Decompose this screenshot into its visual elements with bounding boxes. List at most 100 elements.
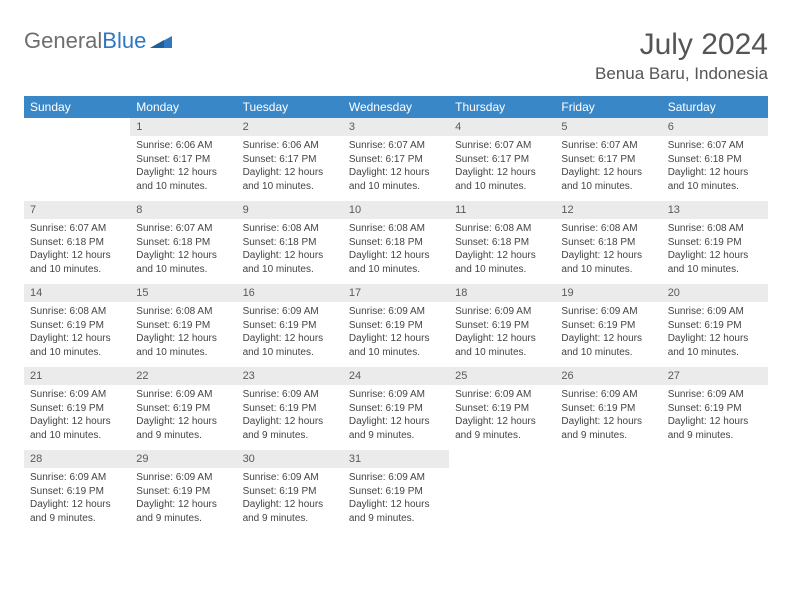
day-cell-detail — [24, 136, 130, 201]
day-cell-detail — [662, 468, 768, 533]
day-number: 10 — [343, 201, 449, 219]
day-number — [555, 450, 661, 456]
day-number: 4 — [449, 118, 555, 136]
day-cell-detail: Sunrise: 6:08 AMSunset: 6:18 PMDaylight:… — [237, 219, 343, 284]
day-number: 19 — [555, 284, 661, 302]
day-detail: Sunrise: 6:09 AMSunset: 6:19 PMDaylight:… — [343, 302, 449, 367]
daylight-text: Daylight: 12 hours and 10 minutes. — [668, 249, 762, 276]
day-number: 5 — [555, 118, 661, 136]
sunrise-text: Sunrise: 6:09 AM — [136, 388, 230, 402]
sunset-text: Sunset: 6:18 PM — [455, 236, 549, 250]
day-cell-detail: Sunrise: 6:09 AMSunset: 6:19 PMDaylight:… — [130, 468, 236, 533]
calendar-table: Sunday Monday Tuesday Wednesday Thursday… — [24, 96, 768, 533]
sunset-text: Sunset: 6:18 PM — [243, 236, 337, 250]
day-cell-detail: Sunrise: 6:06 AMSunset: 6:17 PMDaylight:… — [237, 136, 343, 201]
sunset-text: Sunset: 6:19 PM — [243, 319, 337, 333]
logo-word-blue: Blue — [102, 28, 146, 53]
day-cell-number — [449, 450, 555, 468]
day-cell-number: 30 — [237, 450, 343, 468]
daylight-text: Daylight: 12 hours and 10 minutes. — [349, 332, 443, 359]
day-cell-detail: Sunrise: 6:09 AMSunset: 6:19 PMDaylight:… — [237, 468, 343, 533]
daylight-text: Daylight: 12 hours and 10 minutes. — [561, 166, 655, 193]
day-cell-detail: Sunrise: 6:09 AMSunset: 6:19 PMDaylight:… — [343, 468, 449, 533]
sunset-text: Sunset: 6:19 PM — [668, 236, 762, 250]
day-cell-detail: Sunrise: 6:09 AMSunset: 6:19 PMDaylight:… — [130, 385, 236, 450]
day-cell-detail: Sunrise: 6:09 AMSunset: 6:19 PMDaylight:… — [555, 302, 661, 367]
day-cell-number: 9 — [237, 201, 343, 219]
day-detail: Sunrise: 6:07 AMSunset: 6:17 PMDaylight:… — [449, 136, 555, 201]
sunset-text: Sunset: 6:19 PM — [349, 485, 443, 499]
sunrise-text: Sunrise: 6:08 AM — [30, 305, 124, 319]
logo-text: GeneralBlue — [24, 28, 146, 54]
day-cell-number: 23 — [237, 367, 343, 385]
daylight-text: Daylight: 12 hours and 10 minutes. — [561, 332, 655, 359]
day-number: 26 — [555, 367, 661, 385]
daylight-text: Daylight: 12 hours and 10 minutes. — [136, 249, 230, 276]
daylight-text: Daylight: 12 hours and 9 minutes. — [136, 415, 230, 442]
day-number: 31 — [343, 450, 449, 468]
sunset-text: Sunset: 6:19 PM — [561, 402, 655, 416]
day-detail: Sunrise: 6:08 AMSunset: 6:18 PMDaylight:… — [449, 219, 555, 284]
day-number: 9 — [237, 201, 343, 219]
daylight-text: Daylight: 12 hours and 10 minutes. — [349, 249, 443, 276]
sunset-text: Sunset: 6:19 PM — [455, 402, 549, 416]
day-number: 22 — [130, 367, 236, 385]
day-detail: Sunrise: 6:07 AMSunset: 6:17 PMDaylight:… — [555, 136, 661, 201]
day-detail: Sunrise: 6:09 AMSunset: 6:19 PMDaylight:… — [237, 468, 343, 533]
sunrise-text: Sunrise: 6:06 AM — [136, 139, 230, 153]
sunrise-text: Sunrise: 6:09 AM — [349, 305, 443, 319]
day-cell-number: 27 — [662, 367, 768, 385]
day-cell-number: 22 — [130, 367, 236, 385]
day-detail: Sunrise: 6:06 AMSunset: 6:17 PMDaylight:… — [237, 136, 343, 201]
sunrise-text: Sunrise: 6:09 AM — [349, 471, 443, 485]
sunrise-text: Sunrise: 6:06 AM — [243, 139, 337, 153]
logo: GeneralBlue — [24, 28, 172, 54]
day-cell-detail: Sunrise: 6:09 AMSunset: 6:19 PMDaylight:… — [449, 385, 555, 450]
day-number — [449, 450, 555, 456]
sunset-text: Sunset: 6:19 PM — [561, 319, 655, 333]
day-detail: Sunrise: 6:09 AMSunset: 6:19 PMDaylight:… — [343, 385, 449, 450]
day-detail: Sunrise: 6:09 AMSunset: 6:19 PMDaylight:… — [555, 385, 661, 450]
day-cell-detail: Sunrise: 6:08 AMSunset: 6:19 PMDaylight:… — [130, 302, 236, 367]
sunrise-text: Sunrise: 6:09 AM — [668, 388, 762, 402]
day-number — [24, 118, 130, 124]
day-number: 7 — [24, 201, 130, 219]
day-detail: Sunrise: 6:08 AMSunset: 6:18 PMDaylight:… — [343, 219, 449, 284]
week-detail-row: Sunrise: 6:08 AMSunset: 6:19 PMDaylight:… — [24, 302, 768, 367]
sunrise-text: Sunrise: 6:09 AM — [349, 388, 443, 402]
sunrise-text: Sunrise: 6:07 AM — [668, 139, 762, 153]
day-number: 25 — [449, 367, 555, 385]
day-detail: Sunrise: 6:09 AMSunset: 6:19 PMDaylight:… — [662, 385, 768, 450]
day-number: 8 — [130, 201, 236, 219]
daylight-text: Daylight: 12 hours and 10 minutes. — [243, 166, 337, 193]
day-header: Wednesday — [343, 96, 449, 118]
sunset-text: Sunset: 6:19 PM — [243, 402, 337, 416]
day-detail: Sunrise: 6:09 AMSunset: 6:19 PMDaylight:… — [237, 385, 343, 450]
sunrise-text: Sunrise: 6:08 AM — [136, 305, 230, 319]
sunrise-text: Sunrise: 6:09 AM — [668, 305, 762, 319]
day-cell-number: 19 — [555, 284, 661, 302]
day-cell-number: 4 — [449, 118, 555, 136]
day-detail: Sunrise: 6:07 AMSunset: 6:18 PMDaylight:… — [130, 219, 236, 284]
location-label: Benua Baru, Indonesia — [595, 64, 768, 84]
sunrise-text: Sunrise: 6:07 AM — [455, 139, 549, 153]
day-cell-number: 18 — [449, 284, 555, 302]
day-detail: Sunrise: 6:09 AMSunset: 6:19 PMDaylight:… — [130, 468, 236, 533]
sunset-text: Sunset: 6:19 PM — [243, 485, 337, 499]
day-number: 2 — [237, 118, 343, 136]
day-detail — [662, 468, 768, 526]
day-detail: Sunrise: 6:08 AMSunset: 6:19 PMDaylight:… — [130, 302, 236, 367]
day-detail: Sunrise: 6:08 AMSunset: 6:18 PMDaylight:… — [237, 219, 343, 284]
daylight-text: Daylight: 12 hours and 9 minutes. — [349, 415, 443, 442]
day-cell-number: 7 — [24, 201, 130, 219]
daylight-text: Daylight: 12 hours and 10 minutes. — [136, 166, 230, 193]
day-detail — [24, 136, 130, 194]
day-cell-number: 28 — [24, 450, 130, 468]
day-cell-number: 31 — [343, 450, 449, 468]
day-detail: Sunrise: 6:07 AMSunset: 6:18 PMDaylight:… — [662, 136, 768, 201]
sunset-text: Sunset: 6:19 PM — [136, 485, 230, 499]
day-cell-detail: Sunrise: 6:07 AMSunset: 6:17 PMDaylight:… — [555, 136, 661, 201]
week-daynum-row: 28293031 — [24, 450, 768, 468]
sunrise-text: Sunrise: 6:09 AM — [455, 305, 549, 319]
day-cell-number — [24, 118, 130, 136]
